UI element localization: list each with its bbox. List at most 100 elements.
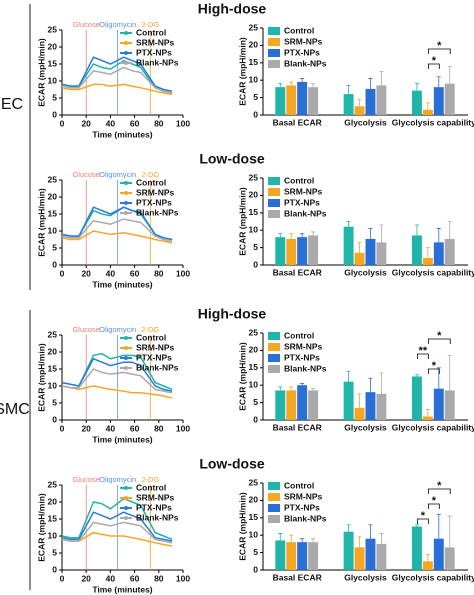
event-label: 2-DG bbox=[141, 475, 159, 484]
error-bar bbox=[346, 85, 351, 95]
y-axis-label: ECAR (mpH/min) bbox=[36, 343, 46, 412]
legend-label: Control bbox=[284, 330, 314, 340]
significance-bracket bbox=[427, 338, 451, 344]
group-label: EC bbox=[1, 96, 23, 113]
x-tick-label: 60 bbox=[130, 118, 140, 128]
error-bar bbox=[357, 536, 362, 548]
error-bar bbox=[447, 65, 452, 84]
legend-label: SRM-NPs bbox=[136, 37, 175, 47]
y-tick-label: 25 bbox=[249, 327, 259, 337]
y-tick-label: 0 bbox=[52, 259, 57, 269]
legend-label: Control bbox=[136, 27, 166, 37]
legend-label: SRM-NPs bbox=[284, 36, 323, 46]
error-bar bbox=[346, 524, 351, 532]
y-axis-label: ECAR (mpH/min) bbox=[237, 342, 247, 411]
error-bar bbox=[289, 233, 294, 239]
legend-marker bbox=[124, 61, 128, 65]
error-bar bbox=[300, 538, 305, 543]
series-line bbox=[61, 368, 173, 394]
significance-bracket bbox=[427, 48, 451, 54]
x-tick-label: 60 bbox=[130, 268, 140, 278]
legend-label: SRM-NPs bbox=[136, 342, 175, 352]
error-bar bbox=[379, 372, 384, 394]
legend-swatch bbox=[268, 354, 280, 362]
y-tick-label: 25 bbox=[249, 22, 259, 32]
event-label: 2-DG bbox=[141, 170, 159, 179]
legend-label: SRM-NPs bbox=[284, 341, 323, 351]
y-tick-label: 20 bbox=[249, 40, 259, 50]
y-tick-label: 15 bbox=[48, 208, 58, 218]
legend-label: Control bbox=[136, 482, 166, 492]
panel-title: High-dose bbox=[198, 306, 267, 322]
bar bbox=[308, 87, 319, 115]
panel-title: Low-dose bbox=[199, 151, 265, 167]
legend-swatch bbox=[268, 210, 280, 218]
legend-label: Blank-NPs bbox=[284, 208, 327, 218]
error-bar bbox=[425, 247, 430, 259]
error-bar bbox=[278, 386, 283, 391]
bar bbox=[422, 416, 433, 420]
event-label: Glucose bbox=[72, 20, 100, 29]
error-bar bbox=[278, 533, 283, 541]
legend-marker bbox=[124, 496, 128, 500]
bar bbox=[422, 258, 433, 265]
bar bbox=[411, 235, 422, 265]
error-bar bbox=[425, 102, 430, 110]
error-bar bbox=[357, 241, 362, 253]
legend-swatch bbox=[268, 199, 280, 207]
x-tick-label: 100 bbox=[176, 423, 190, 433]
series-line bbox=[61, 385, 173, 399]
y-tick-label: 10 bbox=[249, 529, 259, 539]
legend-marker bbox=[124, 31, 128, 35]
x-tick-label: 0 bbox=[60, 118, 65, 128]
y-tick-label: 10 bbox=[249, 74, 259, 84]
error-bar bbox=[300, 233, 305, 238]
bar bbox=[354, 547, 365, 570]
significance-bracket bbox=[427, 368, 440, 374]
bar bbox=[297, 542, 308, 570]
y-tick-label: 15 bbox=[48, 58, 58, 68]
bar bbox=[433, 538, 444, 570]
error-bar bbox=[368, 377, 373, 393]
event-label: Oligomycin bbox=[99, 20, 136, 29]
bar bbox=[308, 542, 319, 570]
series-line bbox=[61, 511, 173, 542]
significance-bracket bbox=[427, 488, 451, 494]
error-bar bbox=[447, 221, 452, 239]
error-bar bbox=[368, 524, 373, 539]
series-line bbox=[61, 357, 173, 392]
error-bar bbox=[300, 78, 305, 82]
bar bbox=[376, 543, 387, 570]
x-tick-label: Basal ECAR bbox=[273, 422, 322, 432]
legend-swatch bbox=[268, 515, 280, 523]
event-label: Oligomycin bbox=[99, 475, 136, 484]
y-tick-label: 5 bbox=[52, 242, 57, 252]
bar bbox=[444, 547, 455, 570]
error-bar bbox=[425, 409, 430, 417]
x-tick-label: 20 bbox=[81, 423, 91, 433]
legend-marker bbox=[124, 366, 128, 370]
bar bbox=[433, 242, 444, 265]
legend-label: Blank-NPs bbox=[136, 362, 179, 372]
error-bar bbox=[379, 533, 384, 544]
legend-marker bbox=[124, 506, 128, 510]
legend-label: Blank-NPs bbox=[284, 513, 327, 523]
significance-bracket bbox=[417, 353, 429, 359]
x-axis-label: Time (minutes) bbox=[92, 434, 152, 444]
x-tick-label: 100 bbox=[176, 268, 190, 278]
x-tick-label: 40 bbox=[106, 268, 116, 278]
legend-label: SRM-NPs bbox=[136, 492, 175, 502]
error-bar bbox=[278, 233, 283, 238]
x-axis-label: Time (minutes) bbox=[92, 279, 152, 289]
x-tick-label: 80 bbox=[154, 268, 164, 278]
bar bbox=[433, 87, 444, 115]
legend-marker bbox=[124, 346, 128, 350]
significance-label: * bbox=[421, 510, 426, 522]
legend-swatch bbox=[268, 343, 280, 351]
y-tick-label: 10 bbox=[48, 75, 58, 85]
x-tick-label: Glycolysis capability bbox=[392, 422, 474, 432]
legend-label: Control bbox=[284, 25, 314, 35]
x-tick-label: 40 bbox=[106, 118, 116, 128]
series-line bbox=[61, 218, 173, 242]
